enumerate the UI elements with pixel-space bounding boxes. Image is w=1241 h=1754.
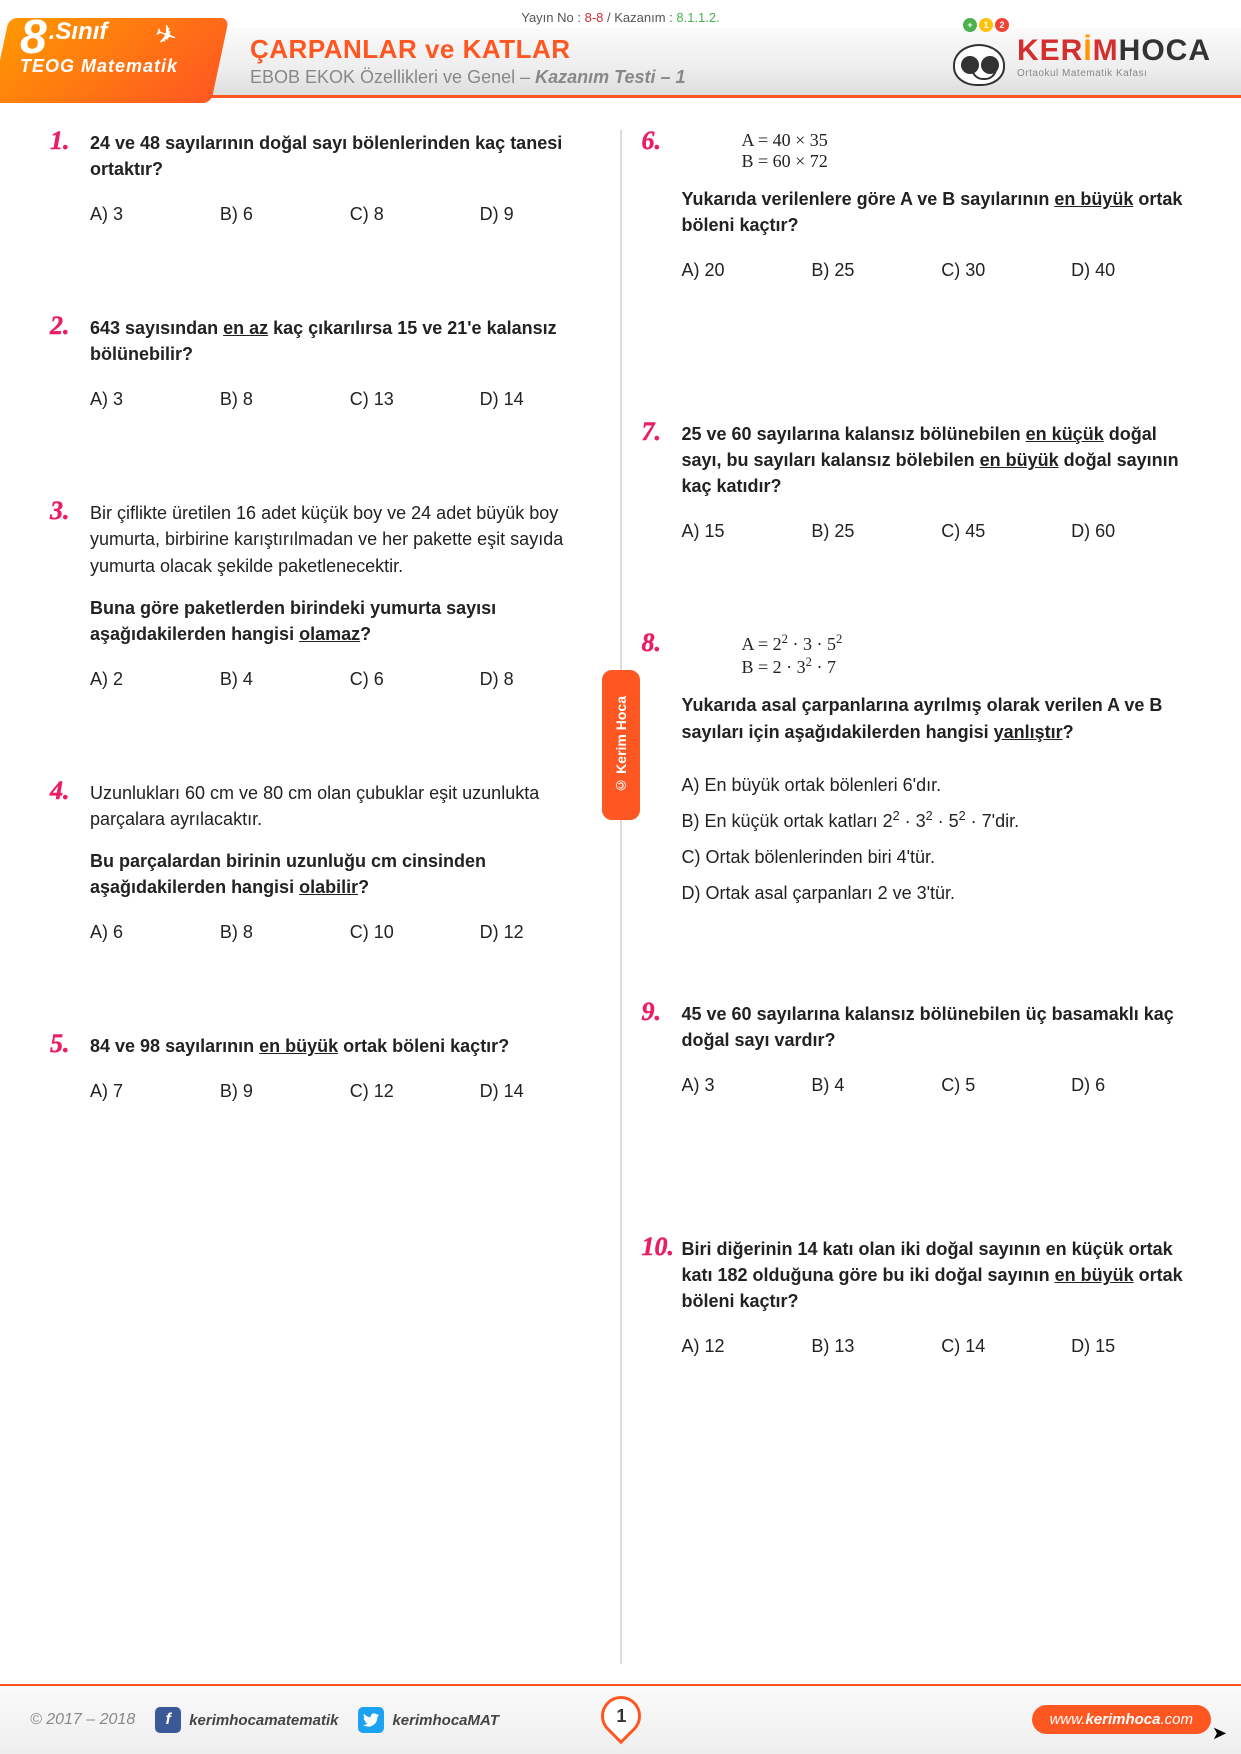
question-number: 3.: [50, 496, 70, 526]
question-6: 6. A = 40 × 35 B = 60 × 72 Yukarıda veri…: [642, 130, 1192, 281]
question-text: Biri diğerinin 14 katı olan iki doğal sa…: [682, 1236, 1192, 1314]
chapter-title: ÇARPANLAR ve KATLAR: [250, 34, 686, 65]
option-a: A) 3: [90, 204, 210, 225]
footer: © 2017 – 2018 f kerimhocamatematik kerim…: [0, 1684, 1241, 1754]
question-text: Yukarıda asal çarpanlarına ayrılmış olar…: [682, 692, 1192, 744]
question-number: 1.: [50, 126, 70, 156]
eq-b: B = 2 · 32 · 7: [742, 655, 1192, 678]
question-number: 4.: [50, 776, 70, 806]
question-8: 8. A = 22 · 3 · 52 B = 2 · 32 · 7 Yukarı…: [642, 632, 1192, 910]
option-c: C) Ortak bölenlerinden biri 4'tür.: [682, 839, 1192, 875]
options: A) 6 B) 8 C) 10 D) 12: [90, 922, 600, 943]
header: 8.Sınıf TEOG Matematik ✈ ÇARPANLAR ve KA…: [0, 0, 1241, 110]
grade-number: 8: [20, 18, 47, 58]
question-text: 84 ve 98 sayılarının en büyük ortak böle…: [90, 1033, 600, 1059]
question-text: 643 sayısından en az kaç çıkarılırsa 15 …: [90, 315, 600, 367]
brand-text: KERİMHOCA: [1017, 34, 1211, 68]
options-vertical: A) En büyük ortak bölenleri 6'dır. B) En…: [682, 767, 1192, 911]
left-column: 1. 24 ve 48 sayılarının doğal sayı bölen…: [30, 130, 620, 1664]
question-number: 8.: [642, 628, 662, 658]
matematik-label: Matematik: [75, 56, 178, 76]
twitter-link[interactable]: kerimhocaMAT: [358, 1707, 498, 1733]
option-d: D) Ortak asal çarpanları 2 ve 3'tür.: [682, 875, 1192, 911]
options: A) 2 B) 4 C) 6 D) 8: [90, 669, 600, 690]
page-number-badge: 1: [592, 1688, 649, 1745]
worksheet-page: Yayın No : 8-8 / Kazanım : 8.1.1.2. 8.Sı…: [0, 0, 1241, 1754]
question-text: 24 ve 48 sayılarının doğal sayı bölenler…: [90, 130, 600, 182]
option-d: D) 9: [480, 204, 600, 225]
twitter-icon: [358, 1707, 384, 1733]
question-4: 4. Uzunlukları 60 cm ve 80 cm olan çubuk…: [50, 780, 600, 943]
content-area: 1. 24 ve 48 sayılarının doğal sayı bölen…: [30, 130, 1211, 1664]
eq-a: A = 22 · 3 · 52: [742, 632, 1192, 655]
question-3: 3. Bir çiflikte üretilen 16 adet küçük b…: [50, 500, 600, 689]
question-intro: Bir çiflikte üretilen 16 adet küçük boy …: [90, 500, 600, 578]
options: A) 7 B) 9 C) 12 D) 14: [90, 1081, 600, 1102]
subtitle: EBOB EKOK Özellikleri ve Genel – Kazanım…: [250, 67, 686, 88]
brand-tagline: Ortaokul Matematik Kafası: [1017, 68, 1211, 79]
question-text: Buna göre paketlerden birindeki yumurta …: [90, 595, 600, 647]
question-text: 25 ve 60 sayılarına kalansız bölünebilen…: [682, 421, 1192, 499]
question-5: 5. 84 ve 98 sayılarının en büyük ortak b…: [50, 1033, 600, 1102]
option-b: B) 6: [220, 204, 340, 225]
question-text: 45 ve 60 sayılarına kalansız bölünebilen…: [682, 1001, 1192, 1053]
question-number: 2.: [50, 311, 70, 341]
options: A) 3 B) 6 C) 8 D) 9: [90, 204, 600, 225]
given-equations: A = 22 · 3 · 52 B = 2 · 32 · 7: [742, 632, 1192, 678]
question-1: 1. 24 ve 48 sayılarının doğal sayı bölen…: [50, 130, 600, 225]
website-badge[interactable]: www.kerimhoca.com: [1032, 1705, 1211, 1734]
option-c: C) 8: [350, 204, 470, 225]
question-intro: Uzunlukları 60 cm ve 80 cm olan çubuklar…: [90, 780, 600, 832]
given-equations: A = 40 × 35 B = 60 × 72: [742, 130, 1192, 172]
option-a: A) En büyük ortak bölenleri 6'dır.: [682, 767, 1192, 803]
question-7: 7. 25 ve 60 sayılarına kalansız bölünebi…: [642, 421, 1192, 542]
teog-label: TEOG: [20, 56, 75, 76]
question-text: Bu parçalardan birinin uzunluğu cm cinsi…: [90, 848, 600, 900]
question-number: 7.: [642, 417, 662, 447]
options: A) 15 B) 25 C) 45 D) 60: [682, 521, 1192, 542]
title-block: ÇARPANLAR ve KATLAR EBOB EKOK Özellikler…: [250, 34, 686, 88]
facebook-link[interactable]: f kerimhocamatematik: [155, 1707, 338, 1733]
option-b: B) En küçük ortak katları 22 · 32 · 52 ·…: [682, 803, 1192, 839]
question-number: 9.: [642, 997, 662, 1027]
options: A) 3 B) 8 C) 13 D) 14: [90, 389, 600, 410]
question-2: 2. 643 sayısından en az kaç çıkarılırsa …: [50, 315, 600, 410]
options: A) 12 B) 13 C) 14 D) 15: [682, 1336, 1192, 1357]
copyright-text: © 2017 – 2018: [30, 1711, 135, 1729]
question-number: 10.: [642, 1232, 675, 1262]
question-number: 6.: [642, 126, 662, 156]
brand-logo: +12 KERİMHOCA Ortaokul Matematik Kafası: [949, 26, 1211, 86]
options: A) 3 B) 4 C) 5 D) 6: [682, 1075, 1192, 1096]
options: A) 20 B) 25 C) 30 D) 40: [682, 260, 1192, 281]
right-column: 6. A = 40 × 35 B = 60 × 72 Yukarıda veri…: [622, 130, 1212, 1664]
question-10: 10. Biri diğerinin 14 katı olan iki doğa…: [642, 1236, 1192, 1357]
brand-face-icon: +12: [949, 26, 1009, 86]
question-text: Yukarıda verilenlere göre A ve B sayılar…: [682, 186, 1192, 238]
question-number: 5.: [50, 1029, 70, 1059]
question-9: 9. 45 ve 60 sayılarına kalansız bölünebi…: [642, 1001, 1192, 1096]
cursor-icon: ➤: [1212, 1723, 1227, 1744]
facebook-icon: f: [155, 1707, 181, 1733]
